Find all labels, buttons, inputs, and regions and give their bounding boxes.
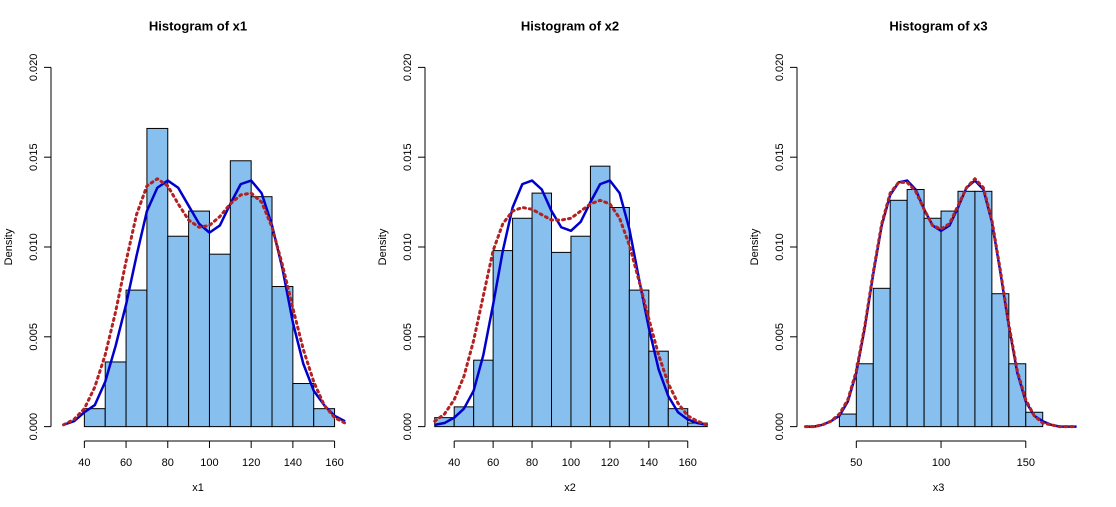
density-curve (803, 177, 1079, 429)
x-tick-label: 150 (1017, 457, 1035, 469)
histogram-bar (492, 250, 514, 428)
x-tick-label: 100 (932, 457, 950, 469)
histogram-bar (609, 206, 630, 428)
y-tick-label: 0.010 (774, 233, 786, 261)
chart-title: Histogram of x3 (889, 18, 987, 33)
histogram-bar (940, 210, 959, 428)
x-tick-label: 160 (325, 457, 343, 469)
histogram-bar (473, 359, 494, 428)
histogram-bar (667, 408, 689, 428)
density-curve (433, 198, 709, 427)
x-tick-label: 80 (162, 457, 174, 469)
y-tick-label: 0.015 (402, 143, 414, 171)
histogram-bar (551, 251, 572, 428)
histogram-bar (146, 127, 169, 428)
histogram-bar (512, 217, 533, 428)
histogram-bar (923, 217, 942, 428)
density-curve (62, 177, 347, 427)
y-tick-label: 0.010 (402, 233, 414, 261)
y-tick-label: 0.020 (774, 54, 786, 82)
histogram-bar (531, 192, 553, 428)
y-tick-label: 0.000 (402, 413, 414, 441)
histogram-bar (957, 190, 976, 428)
x-tick-label: 120 (242, 457, 260, 469)
x-tick-label: 140 (640, 457, 658, 469)
y-tick-label: 0.005 (28, 323, 40, 351)
histogram-bar (208, 253, 231, 428)
histogram-bar (229, 160, 252, 428)
y-tick-label: 0.005 (402, 323, 414, 351)
x-axis-label: x1 (192, 482, 204, 494)
x-tick-label: 140 (284, 457, 302, 469)
y-tick-label: 0.015 (774, 143, 786, 171)
histogram-bar (589, 165, 611, 428)
histogram-bar (906, 189, 925, 428)
density-curve (434, 179, 708, 427)
y-tick-label: 0.000 (28, 413, 40, 441)
y-axis-label: Density (377, 228, 389, 265)
y-tick-label: 0.005 (774, 323, 786, 351)
y-axis-label: Density (3, 228, 15, 265)
histogram-bar (271, 286, 294, 428)
x-tick-label: 50 (850, 457, 862, 469)
x-tick-label: 100 (200, 457, 218, 469)
x-tick-label: 60 (120, 457, 132, 469)
y-tick-label: 0.000 (774, 413, 786, 441)
histogram-bar (570, 235, 591, 428)
density-curve (63, 179, 346, 427)
y-tick-label: 0.015 (28, 143, 40, 171)
y-axis-label: Density (749, 228, 761, 265)
x-axis-label: x3 (933, 482, 945, 494)
x-tick-label: 80 (526, 457, 538, 469)
histogram-bar (991, 293, 1010, 428)
histogram-bar (188, 210, 210, 428)
x-tick-label: 160 (679, 457, 697, 469)
x-tick-label: 120 (601, 457, 619, 469)
histogram-bar (292, 383, 315, 428)
chart-title: Histogram of x1 (149, 18, 247, 33)
y-tick-label: 0.010 (28, 233, 40, 261)
histogram-bar (855, 363, 874, 428)
histogram-bar (889, 199, 908, 428)
histogram-bar (872, 287, 891, 428)
chart-title: Histogram of x2 (521, 18, 619, 33)
x-tick-label: 40 (78, 457, 90, 469)
histogram-bar (250, 196, 273, 428)
histogram-bar (974, 190, 993, 428)
x-axis-label: x2 (564, 482, 576, 494)
histogram-bar (838, 413, 857, 428)
histogram-bar (167, 235, 190, 428)
histogram-bar (125, 289, 148, 428)
y-tick-label: 0.020 (402, 54, 414, 82)
y-tick-label: 0.020 (28, 54, 40, 82)
x-tick-label: 60 (487, 457, 499, 469)
x-tick-label: 100 (562, 457, 580, 469)
x-tick-label: 40 (448, 457, 460, 469)
histogram-bar (1025, 411, 1044, 428)
